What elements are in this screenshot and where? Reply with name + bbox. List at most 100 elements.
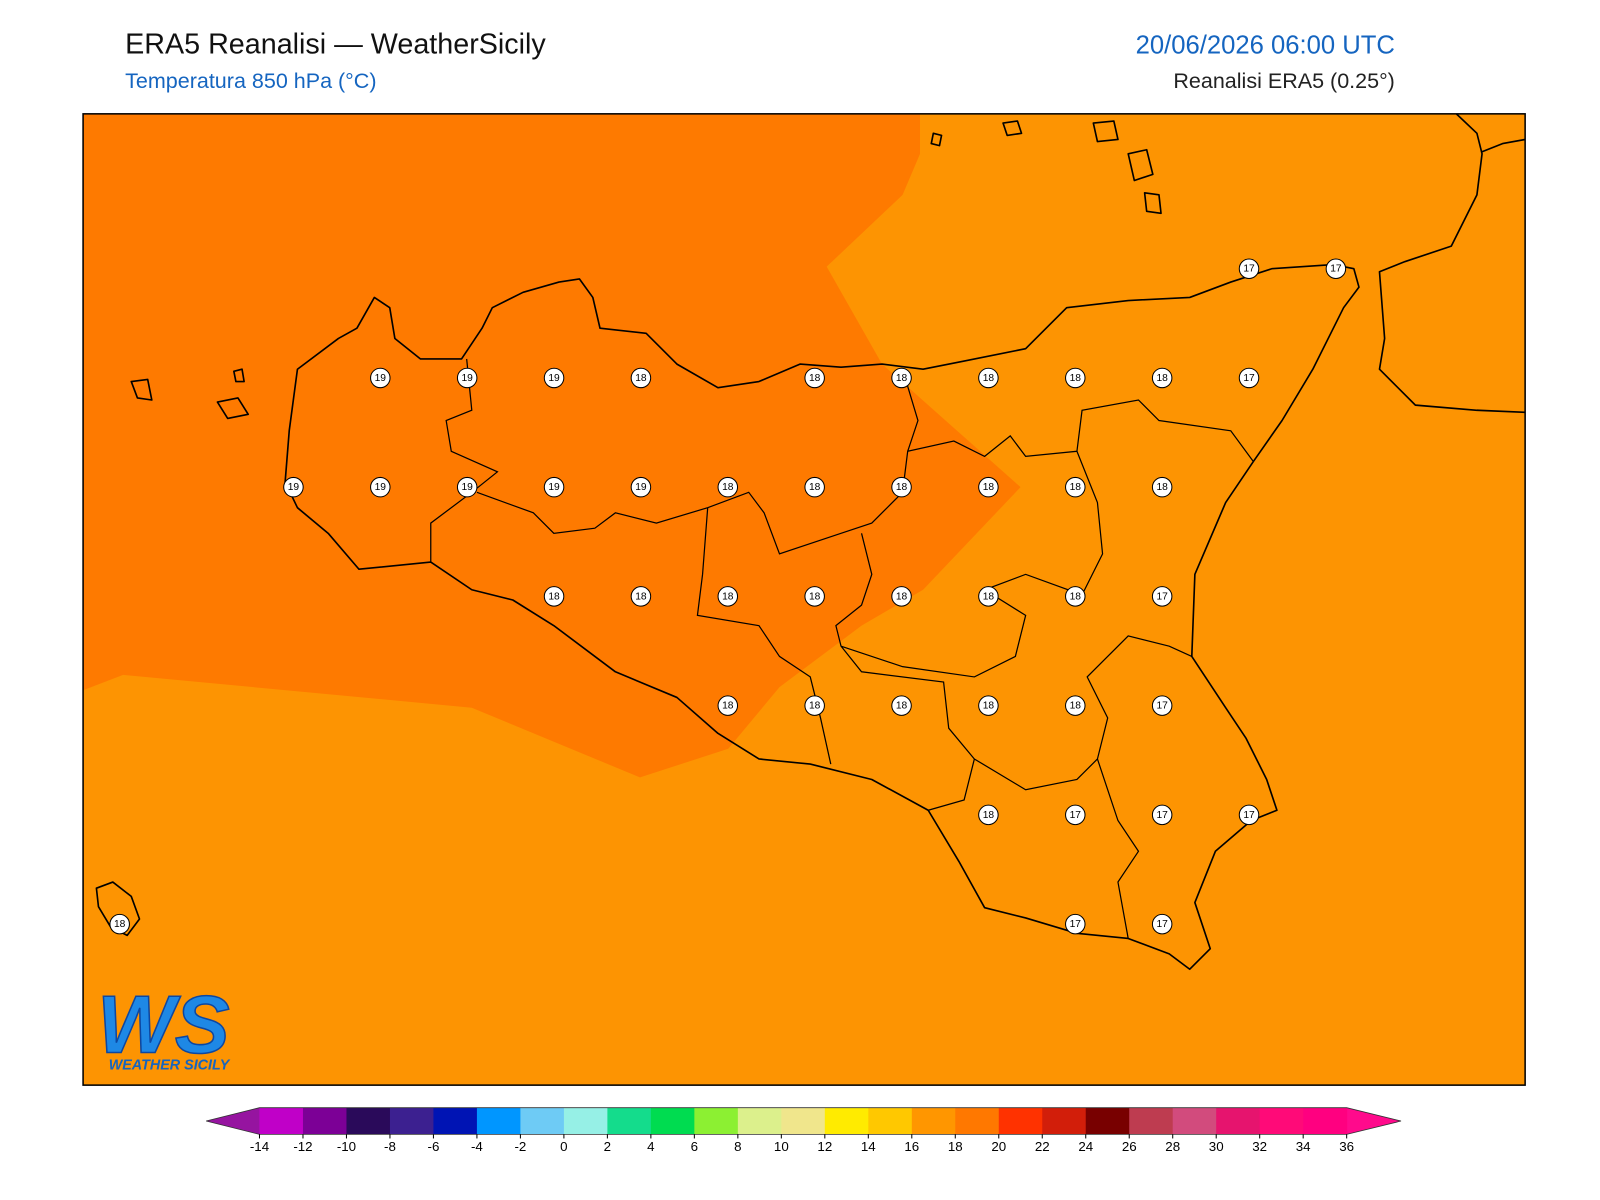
station-marker — [1325, 258, 1347, 279]
station-marker — [1065, 913, 1086, 935]
islands — [95, 120, 1162, 937]
station-value: 17 — [1156, 701, 1168, 712]
station: 18 — [891, 476, 912, 498]
colorbar-segment — [476, 1107, 521, 1135]
station-value: 17 — [1243, 373, 1255, 384]
station: 18 — [804, 476, 825, 498]
valid-time: 20/06/2026 06:00 UTC — [1136, 31, 1395, 59]
station-marker — [1151, 367, 1173, 389]
station-marker — [1151, 913, 1173, 935]
station-marker — [370, 476, 391, 498]
station-value: 18 — [983, 482, 995, 493]
colorbar-segment — [1042, 1107, 1087, 1135]
colorbar-segment — [520, 1107, 565, 1135]
station-marker — [804, 586, 825, 607]
station-value: 17 — [1330, 264, 1342, 275]
logo-mark: WS — [97, 979, 229, 1070]
source: Reanalisi ERA5 (0.25°) — [1173, 69, 1394, 93]
station-value: 18 — [983, 810, 995, 821]
station-value: 19 — [375, 482, 387, 493]
subtitle: Temperatura 850 hPa (°C) — [125, 69, 376, 93]
station: 18 — [543, 586, 565, 607]
colorbar-segment — [998, 1107, 1043, 1135]
station-value: 18 — [548, 591, 560, 602]
station-value: 17 — [1243, 264, 1255, 275]
colorbar-segment — [781, 1107, 826, 1135]
colorbar-tick-label: 36 — [1339, 1139, 1354, 1154]
colorbar-segment — [1259, 1107, 1304, 1135]
station-value: 18 — [722, 482, 734, 493]
colorbar-segment — [824, 1107, 869, 1135]
colorbar-tick-label: 34 — [1296, 1139, 1311, 1154]
station-value: 18 — [983, 701, 995, 712]
colorbar-tick-label: 6 — [691, 1139, 698, 1154]
station: 18 — [717, 586, 739, 607]
station-value: 19 — [461, 373, 473, 384]
colorbar-segment — [1216, 1107, 1261, 1135]
station-marker — [370, 367, 391, 389]
station-value: 19 — [548, 373, 560, 384]
colorbar-segment — [1172, 1107, 1217, 1135]
station-value: 18 — [809, 591, 821, 602]
station-marker — [630, 476, 652, 498]
colorbar-segment — [694, 1107, 739, 1135]
station-value: 18 — [722, 701, 734, 712]
station: 18 — [1151, 476, 1173, 498]
station-value: 18 — [809, 373, 821, 384]
station: 18 — [978, 586, 999, 607]
colorbar-segment — [346, 1107, 391, 1135]
station-marker — [1151, 476, 1173, 498]
station-value: 18 — [896, 482, 908, 493]
station: 18 — [891, 367, 912, 389]
station-value: 18 — [896, 591, 908, 602]
station: 18 — [630, 586, 652, 607]
station-marker — [1238, 804, 1260, 826]
colorbar-tick-label: -6 — [428, 1139, 440, 1154]
station: 18 — [804, 586, 825, 607]
station-marker — [543, 586, 565, 607]
colorbar-segment — [389, 1107, 434, 1135]
station: 18 — [717, 695, 739, 716]
station-marker — [1065, 586, 1086, 607]
colorbar-tick-label: 4 — [647, 1139, 655, 1154]
station-value: 19 — [375, 373, 387, 384]
station-marker — [978, 586, 999, 607]
logo: WS WEATHER SICILY — [97, 979, 231, 1074]
colorbar-tick-label: 12 — [817, 1139, 832, 1154]
colorbar-segment — [955, 1107, 1000, 1135]
colorbar-tick-label: 26 — [1122, 1139, 1137, 1154]
colorbar-tick-label: -10 — [337, 1139, 356, 1154]
colorbar-tick-label: 30 — [1209, 1139, 1224, 1154]
map-frame — [82, 113, 1526, 1086]
station-marker — [891, 476, 912, 498]
station-marker — [978, 804, 999, 826]
title: ERA5 Reanalisi — WeatherSicily — [125, 28, 546, 60]
station: 19 — [543, 476, 565, 498]
station-value: 18 — [1156, 482, 1168, 493]
station-marker — [891, 367, 912, 389]
station-marker — [456, 367, 478, 389]
station-value: 18 — [1070, 591, 1082, 602]
station-marker — [1065, 476, 1086, 498]
station-marker — [1065, 695, 1086, 716]
station-value: 18 — [1070, 482, 1082, 493]
station: 19 — [370, 367, 391, 389]
colorbar-segment — [868, 1107, 913, 1135]
station-marker — [804, 476, 825, 498]
station: 18 — [891, 586, 912, 607]
station: 18 — [109, 913, 130, 935]
colorbar-tick-label: 24 — [1078, 1139, 1093, 1154]
station: 19 — [543, 367, 565, 389]
station-marker — [891, 695, 912, 716]
station-value: 18 — [809, 482, 821, 493]
station-marker — [630, 586, 652, 607]
station-value: 18 — [722, 591, 734, 602]
logo-text: WEATHER SICILY — [109, 1058, 231, 1074]
colorbar-tick-label: 20 — [991, 1139, 1006, 1154]
colorbar-tick-label: -14 — [250, 1139, 270, 1154]
station-marker — [1151, 804, 1173, 826]
station-marker — [543, 476, 565, 498]
colorbar-tick-label: 28 — [1165, 1139, 1180, 1154]
station: 19 — [630, 476, 652, 498]
